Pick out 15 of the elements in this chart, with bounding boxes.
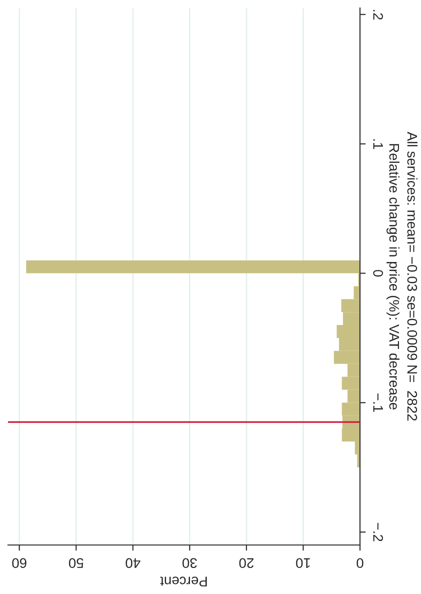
x-axis-title: Percent <box>160 576 207 586</box>
x-tick-label: 10 <box>296 558 310 568</box>
x-tick-label: 30 <box>182 558 197 568</box>
y-tick-label: 0 <box>373 270 383 277</box>
y-tick-label: .2 <box>373 10 383 20</box>
x-tick-label: 50 <box>68 558 84 568</box>
text: All services: mean= −0.03 se=0.0009 N= 2822 <box>407 132 418 421</box>
x-tick-label: 40 <box>126 558 140 568</box>
x-tick-label: 0 <box>356 558 364 568</box>
y-axis-title: Relative change in price (%): VAT decrease <box>386 144 400 410</box>
x-tick-label: 20 <box>239 558 254 568</box>
x-tick-label: 60 <box>12 558 26 568</box>
y-tick-label: .1 <box>373 139 383 149</box>
y-tick-label: −.2 <box>373 522 383 542</box>
y-tick-label: −.1 <box>373 394 383 412</box>
